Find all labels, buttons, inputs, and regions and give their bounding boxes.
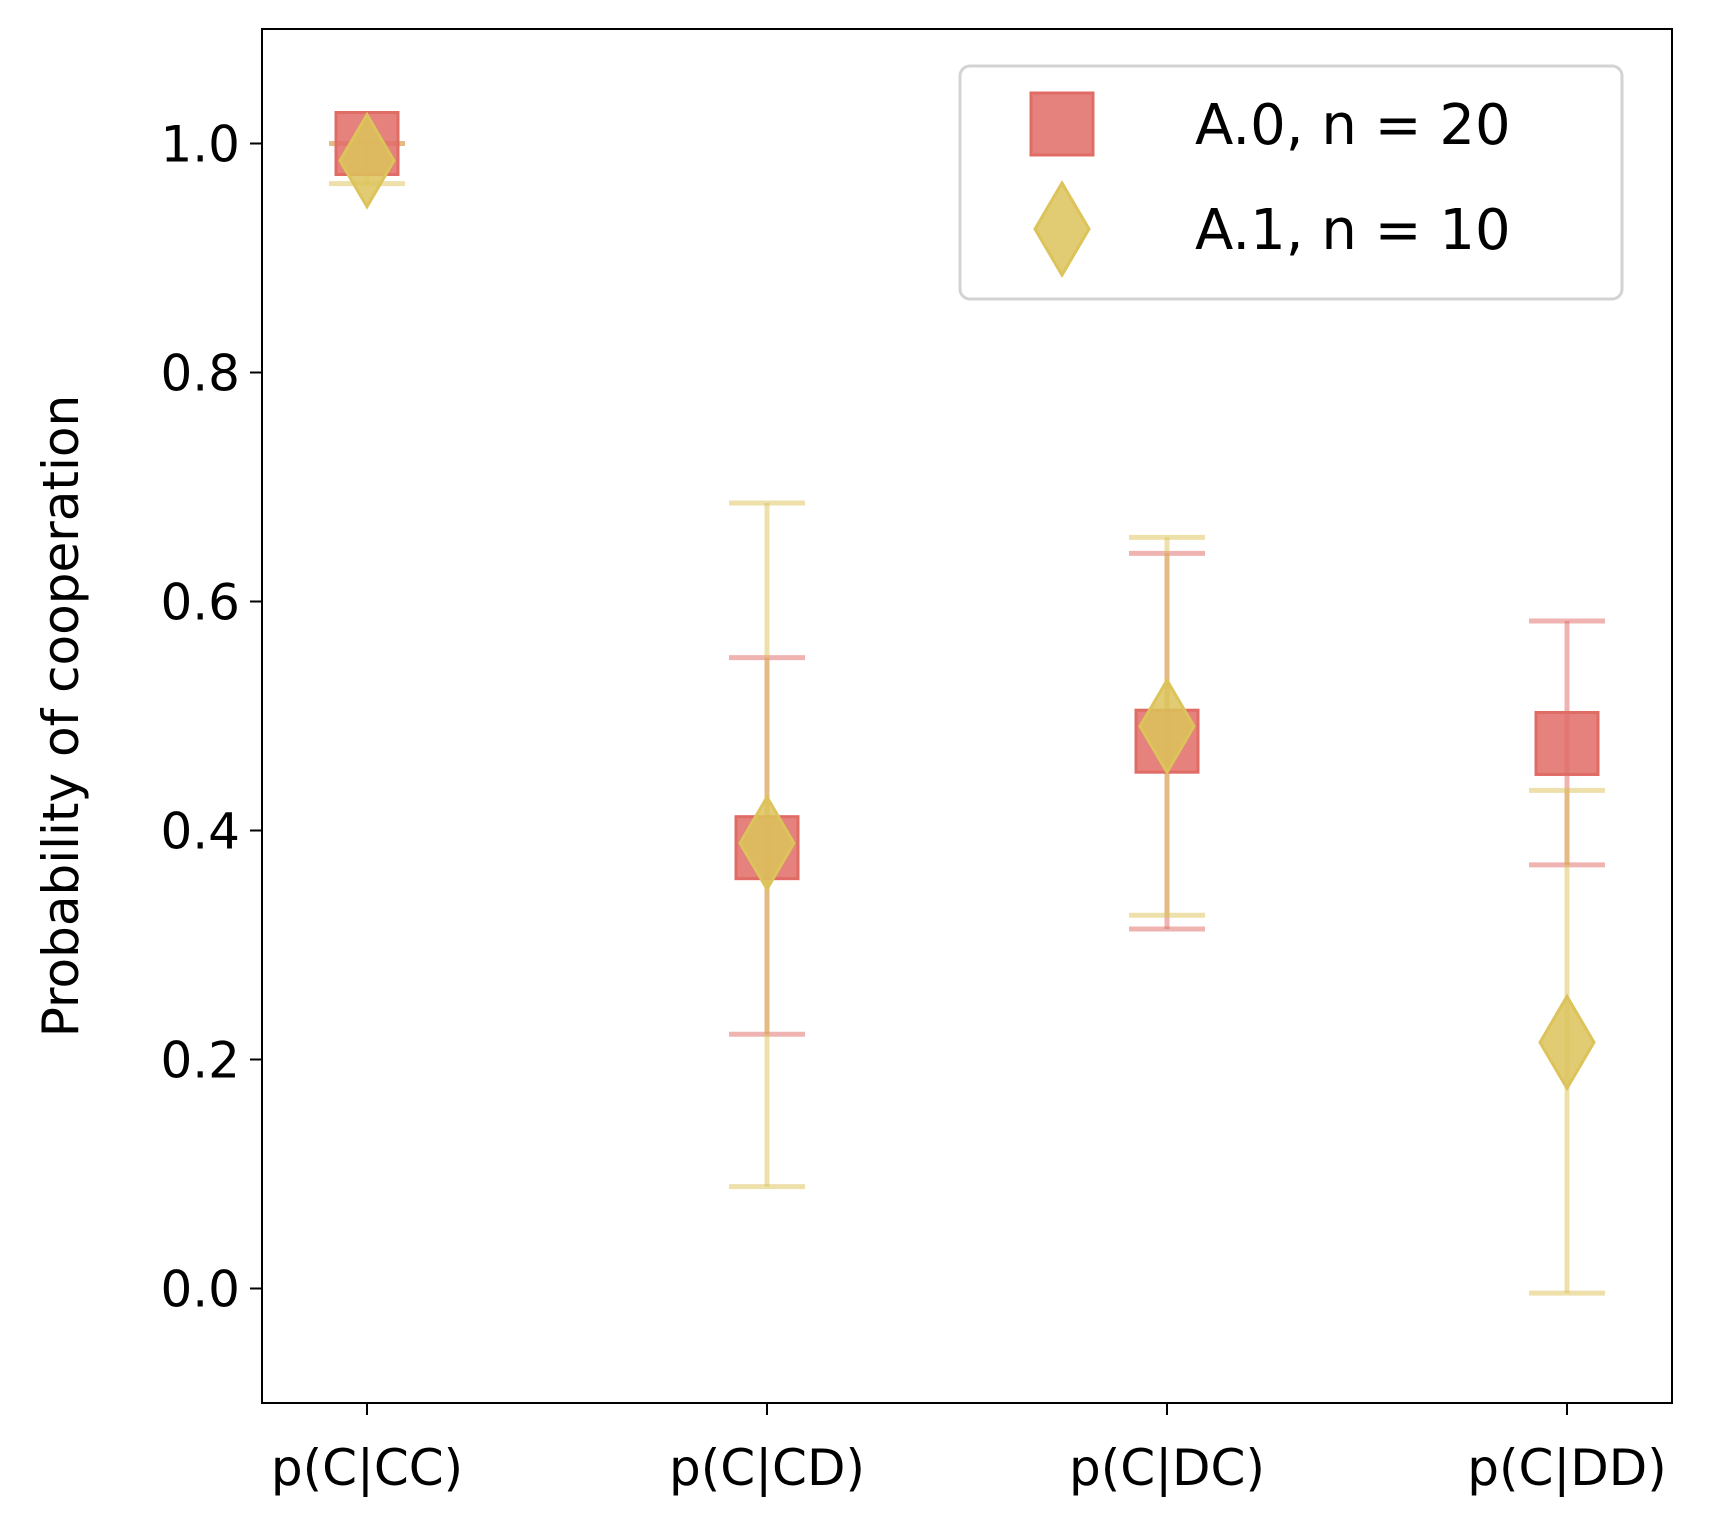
diamond-marker — [1538, 993, 1596, 1092]
y-tick-label: 0.4 — [160, 803, 240, 861]
y-axis: 0.0 0.2 0.4 0.6 0.8 1.0 — [160, 116, 262, 1319]
y-tick-label: 0.6 — [160, 574, 240, 632]
plot-frame — [261, 28, 1673, 1404]
x-tick-label: p(C|CD) — [669, 1439, 865, 1497]
x-tick-label: p(C|DC) — [1069, 1439, 1265, 1497]
diamond-marker — [338, 111, 396, 210]
y-tick-label: 0.0 — [160, 1261, 240, 1319]
square-marker — [1534, 710, 1600, 776]
x-tick-label: p(C|DD) — [1467, 1439, 1667, 1497]
data-markers — [334, 111, 1600, 1092]
y-tick-label: 1.0 — [160, 116, 240, 174]
y-tick-label: 0.2 — [160, 1032, 240, 1090]
diamond-marker — [738, 794, 796, 893]
legend-label: A.0, n = 20 — [1195, 93, 1511, 158]
y-axis-label: Probability of cooperation — [32, 395, 90, 1037]
legend: A.0, n = 20 A.1, n = 10 — [958, 64, 1624, 301]
legend-marker — [1033, 180, 1091, 278]
legend-label: A.1, n = 10 — [1195, 198, 1511, 263]
x-axis: p(C|CC) p(C|CD) p(C|DC) p(C|DD) — [271, 1403, 1667, 1497]
y-tick-label: 0.8 — [160, 345, 240, 403]
x-tick-label: p(C|CC) — [271, 1439, 463, 1497]
legend-marker — [1029, 91, 1095, 157]
legend-box — [958, 64, 1624, 301]
diamond-marker — [1138, 677, 1196, 776]
